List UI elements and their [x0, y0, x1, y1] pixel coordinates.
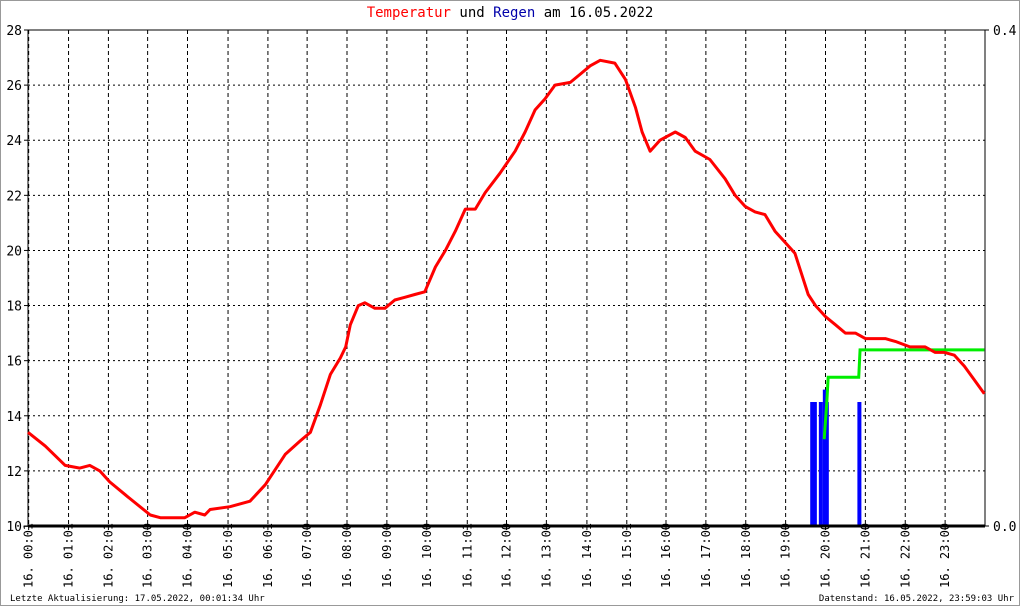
y-left-tick-label: 28	[6, 24, 22, 39]
y-left-tick-label: 16	[6, 355, 22, 370]
x-tick-label: 16. 12:00	[500, 523, 514, 588]
y-left-tick-label: 24	[6, 134, 22, 149]
y-left-tick-label: 12	[6, 465, 22, 480]
x-tick-label: 16. 23:00	[938, 523, 952, 588]
x-tick-label: 16. 06:01	[261, 523, 275, 588]
y-left-tick-label: 18	[6, 300, 22, 315]
title-part: am 16.05.2022	[535, 5, 654, 21]
last-update: Letzte Aktualisierung: 17.05.2022, 00:01…	[10, 594, 265, 604]
title-part: und	[450, 5, 494, 21]
data-timestamp: Datenstand: 16.05.2022, 23:59:03 Uhr	[818, 594, 1014, 604]
x-tick-label: 16. 05:01	[221, 523, 235, 588]
x-tick-label: 16. 00:01	[22, 523, 36, 588]
x-tick-label: 16. 13:00	[539, 523, 553, 588]
title-part: Regen	[493, 5, 536, 21]
y-left-tick-label: 10	[6, 520, 22, 535]
y-right-tick-label: 0.4	[993, 24, 1017, 39]
rain-bar	[857, 402, 862, 526]
x-tick-label: 16. 19:00	[779, 523, 793, 588]
x-tick-label: 16. 21:00	[858, 523, 872, 588]
title-part: Temperatur	[366, 5, 451, 21]
x-tick-label: 16. 10:00	[420, 523, 434, 588]
temperature-line	[27, 58, 986, 520]
rain-bar	[818, 402, 823, 526]
rain-sum-line	[822, 348, 985, 440]
rain-bar	[824, 402, 829, 526]
x-tick-label: 16. 18:00	[739, 523, 753, 588]
x-tick-label: 16. 15:01	[620, 523, 634, 588]
x-tick-label: 16. 02:01	[101, 523, 115, 588]
chart-title: Temperatur und Regen am 16.05.2022	[0, 5, 1020, 21]
y-left-tick-label: 14	[6, 410, 22, 425]
x-tick-label: 16. 04:00	[181, 523, 195, 588]
x-tick-label: 16. 14:01	[580, 523, 594, 588]
x-tick-label: 16. 01:01	[62, 523, 76, 588]
rain-bar	[810, 402, 815, 526]
y-left-tick-label: 22	[6, 189, 22, 204]
x-tick-label: 16. 09:00	[380, 523, 394, 588]
x-tick-label: 16. 11:01	[460, 523, 474, 588]
y-right-tick-label: 0.0	[993, 520, 1016, 535]
x-tick-label: 16. 07:00	[300, 523, 314, 588]
x-tick-label: 16. 03:00	[141, 523, 155, 588]
x-tick-label: 16. 22:00	[898, 523, 912, 588]
x-tick-label: 16. 08:00	[340, 523, 354, 588]
x-tick-label: 16. 20:00	[819, 523, 833, 588]
x-tick-label: 16. 16:00	[659, 523, 673, 588]
y-left-tick-label: 20	[6, 244, 22, 259]
x-tick-label: 16. 17:00	[699, 523, 713, 588]
y-left-tick-label: 26	[6, 79, 22, 94]
rain-bar	[812, 402, 817, 526]
